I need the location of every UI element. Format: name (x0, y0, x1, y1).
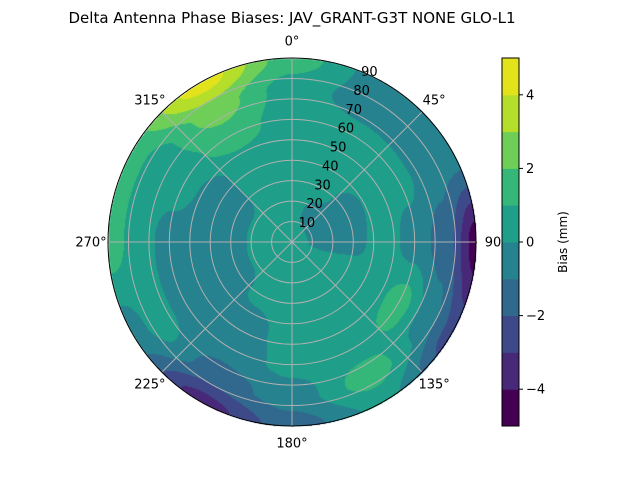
angular-tick-label: 0° (285, 35, 300, 50)
colorbar-band (502, 352, 519, 390)
colorbar-label: Bias (mm) (556, 211, 570, 273)
colorbar-band (502, 94, 519, 133)
angular-gridline (161, 111, 293, 243)
angular-tick-label: 45° (423, 93, 446, 108)
radial-tick-label: 50 (330, 141, 347, 156)
colorbar-tick-label: −4 (526, 383, 545, 398)
colorbar-tick-label: −2 (526, 309, 545, 324)
angular-tick-label: 270° (75, 236, 106, 251)
polar-frame (107, 57, 477, 427)
colorbar: −4 −2 0 2 4 (501, 57, 545, 427)
angular-gridline (161, 241, 293, 373)
angular-tick-label: 225° (134, 378, 165, 393)
colorbar-band (502, 389, 519, 427)
angular-tick-labels: 0° 45° 90 135° 180° 225° 270° 315° (75, 35, 501, 452)
colorbar-tick-label: 2 (526, 162, 534, 177)
colorbar-tick-label: 0 (526, 236, 534, 251)
radial-tick-label: 20 (306, 197, 323, 212)
chart-title: Delta Antenna Phase Biases: JAV_GRANT-G3… (69, 9, 516, 28)
angular-gridline (291, 111, 423, 243)
radial-tick-label: 40 (322, 159, 339, 174)
radial-tick-label: 90 (361, 65, 378, 80)
radial-tick-labels: 10 20 30 40 50 60 70 80 90 (299, 65, 378, 231)
colorbar-band (502, 315, 519, 353)
angular-tick-label: 90 (485, 236, 502, 251)
colorbar-band (502, 205, 519, 243)
polar-grid (107, 57, 477, 427)
radial-tick-label: 80 (353, 84, 370, 99)
radial-tick-label: 30 (314, 178, 331, 193)
angular-tick-label: 180° (276, 437, 307, 452)
colorbar-band (502, 58, 519, 96)
colorbar-band (502, 278, 519, 317)
angular-tick-label: 315° (134, 93, 165, 108)
radial-tick-label: 10 (299, 216, 316, 231)
radial-tick-label: 60 (338, 122, 355, 137)
angular-gridline (291, 241, 423, 373)
angular-tick-label: 135° (418, 378, 449, 393)
colorbar-band (502, 168, 519, 206)
colorbar-band (502, 242, 519, 280)
colorbar-band (502, 131, 519, 169)
colorbar-tick-label: 4 (526, 88, 534, 103)
radial-tick-label: 70 (345, 103, 362, 118)
